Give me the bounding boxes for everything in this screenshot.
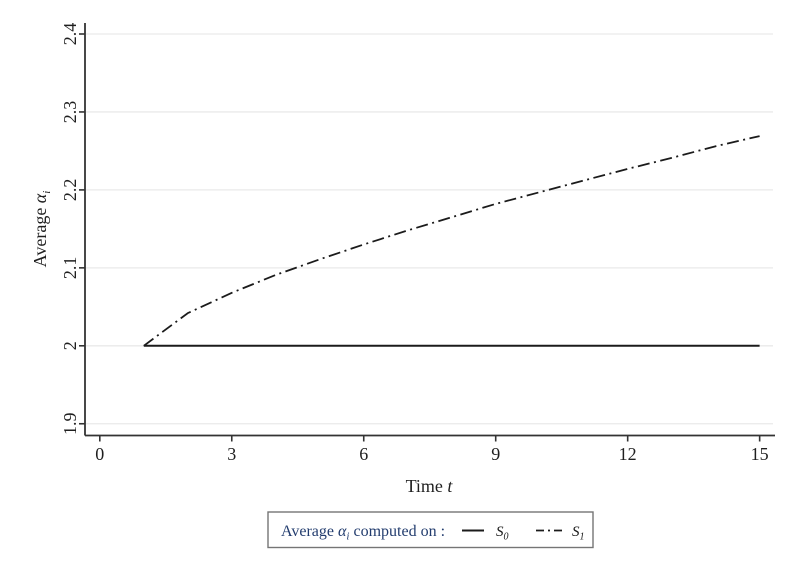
y-tick-label: 2.4 — [60, 23, 80, 46]
legend-title-subscript: i — [346, 531, 349, 543]
legend-label-s1-subscript: 1 — [580, 532, 585, 543]
x-axis-title: Time t — [406, 476, 454, 496]
legend-title-alpha: α — [338, 523, 347, 540]
x-tick-label: 0 — [95, 444, 104, 464]
x-axis-title-var: t — [447, 476, 453, 496]
legend-label-s1-letter: S — [572, 524, 580, 540]
y-tick-label: 2 — [60, 341, 80, 350]
y-tick-label: 1.9 — [60, 413, 80, 436]
x-tick-label: 3 — [227, 444, 236, 464]
legend: Average αi computed on : S0 S1 — [267, 511, 594, 549]
legend-title-prefix: Average — [281, 523, 338, 540]
axes-layer: 1.9 2 2.1 2.2 2.3 2.4 0 3 6 9 12 15 — [60, 23, 775, 464]
y-axis-title-alpha: α — [30, 193, 50, 203]
y-axis-title-subscript: i — [41, 191, 53, 194]
legend-label-s0-subscript: 0 — [504, 532, 509, 543]
y-tick-label: 2.1 — [60, 257, 80, 280]
series-layer — [143, 135, 760, 347]
legend-label-s0-letter: S — [496, 524, 504, 540]
y-axis-title: Average αi — [30, 191, 53, 268]
x-tick-label: 6 — [359, 444, 368, 464]
legend-title-suffix: computed on : — [349, 523, 445, 540]
series-s1-line — [143, 135, 760, 347]
legend-label-s0: S0 — [496, 524, 509, 543]
x-tick-label: 15 — [751, 444, 769, 464]
x-tick-label: 12 — [619, 444, 637, 464]
gridlines-layer — [86, 33, 773, 425]
x-tick-label: 9 — [491, 444, 500, 464]
y-axis-title-text: Average — [30, 203, 50, 267]
legend-title: Average αi computed on : — [281, 523, 445, 543]
y-tick-label: 2.2 — [60, 179, 80, 202]
legend-label-s1: S1 — [572, 524, 585, 543]
y-tick-label: 2.3 — [60, 101, 80, 124]
x-axis-title-text: Time — [406, 476, 448, 496]
